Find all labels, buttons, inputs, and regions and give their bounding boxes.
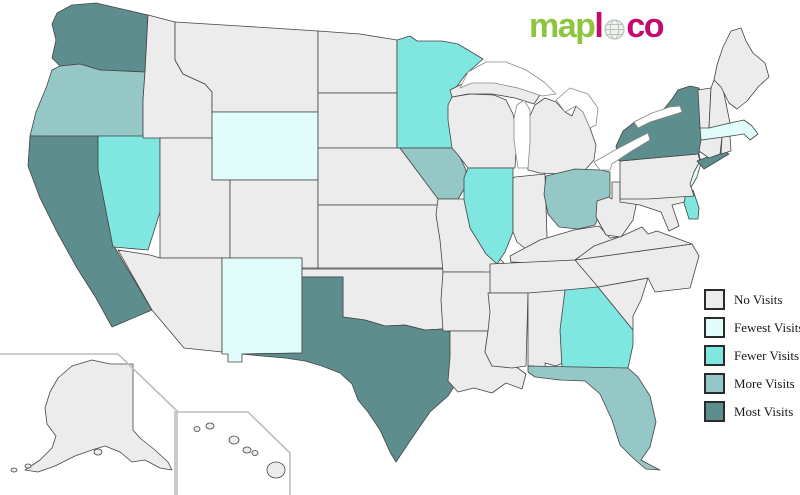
state-fl	[527, 365, 661, 471]
legend-label: More Visits	[734, 375, 795, 391]
lake-huron	[555, 87, 599, 129]
legend-row: Fewer Visits	[704, 345, 800, 366]
legend-row: No Visits	[704, 289, 800, 310]
legend-label: No Visits	[734, 291, 783, 307]
maploco-logo[interactable]: map l co	[529, 4, 665, 51]
state-ak-island	[10, 467, 18, 473]
state-hi-island	[242, 446, 252, 454]
state-mt	[174, 21, 319, 113]
lake-ontario	[633, 105, 683, 129]
state-in	[512, 173, 548, 251]
logo-co-text: co	[626, 7, 664, 45]
state-hi-island	[251, 450, 259, 456]
state-az	[117, 249, 223, 353]
legend: No Visits Fewest Visits Fewer Visits Mor…	[704, 289, 800, 429]
hawaii-inset-frame	[174, 411, 291, 495]
legend-swatch-most-visits	[704, 401, 725, 422]
state-wa	[51, 2, 149, 73]
state-tx	[241, 276, 456, 463]
state-ks	[317, 204, 444, 269]
state-hi-island	[228, 435, 240, 445]
state-ak-island	[24, 463, 32, 469]
states-layer	[10, 2, 770, 479]
lakes-layer	[459, 61, 683, 171]
logo-map-text: map	[529, 7, 596, 45]
lake-michigan	[513, 99, 531, 169]
legend-swatch-fewest-visits	[704, 317, 725, 338]
alaska-inset-frame	[0, 353, 178, 495]
state-hi-island	[193, 426, 201, 432]
state-ms	[484, 292, 529, 369]
legend-row: Fewest Visits	[704, 317, 800, 338]
legend-label: Fewest Visits	[734, 319, 800, 335]
state-wy	[211, 111, 319, 181]
inset-frames-layer	[0, 353, 291, 495]
state-ak-island	[93, 448, 103, 456]
legend-row: More Visits	[704, 373, 800, 394]
state-pa	[619, 153, 701, 200]
state-ri	[720, 135, 732, 155]
state-wi	[447, 93, 518, 169]
legend-swatch-fewer-visits	[704, 345, 725, 366]
state-ma	[699, 119, 759, 141]
legend-swatch-no-visits	[704, 289, 725, 310]
state-ak	[24, 359, 173, 473]
state-nd	[317, 30, 398, 94]
state-hi-island	[205, 422, 215, 430]
state-va	[574, 226, 693, 261]
legend-label: Fewer Visits	[734, 347, 800, 363]
state-co	[229, 179, 319, 269]
state-hi-island	[266, 461, 286, 479]
globe-icon	[604, 7, 625, 51]
legend-row: Most Visits	[704, 401, 800, 422]
lake-superior	[459, 61, 557, 97]
logo-l-text: l	[594, 7, 603, 45]
state-nh	[708, 79, 731, 129]
state-de	[683, 189, 700, 220]
state-or	[29, 63, 146, 139]
state-nm	[221, 257, 303, 363]
lake-erie	[593, 132, 651, 171]
legend-swatch-more-visits	[704, 373, 725, 394]
state-sd	[317, 92, 398, 149]
state-me	[713, 27, 770, 110]
legend-label: Most Visits	[734, 403, 794, 419]
